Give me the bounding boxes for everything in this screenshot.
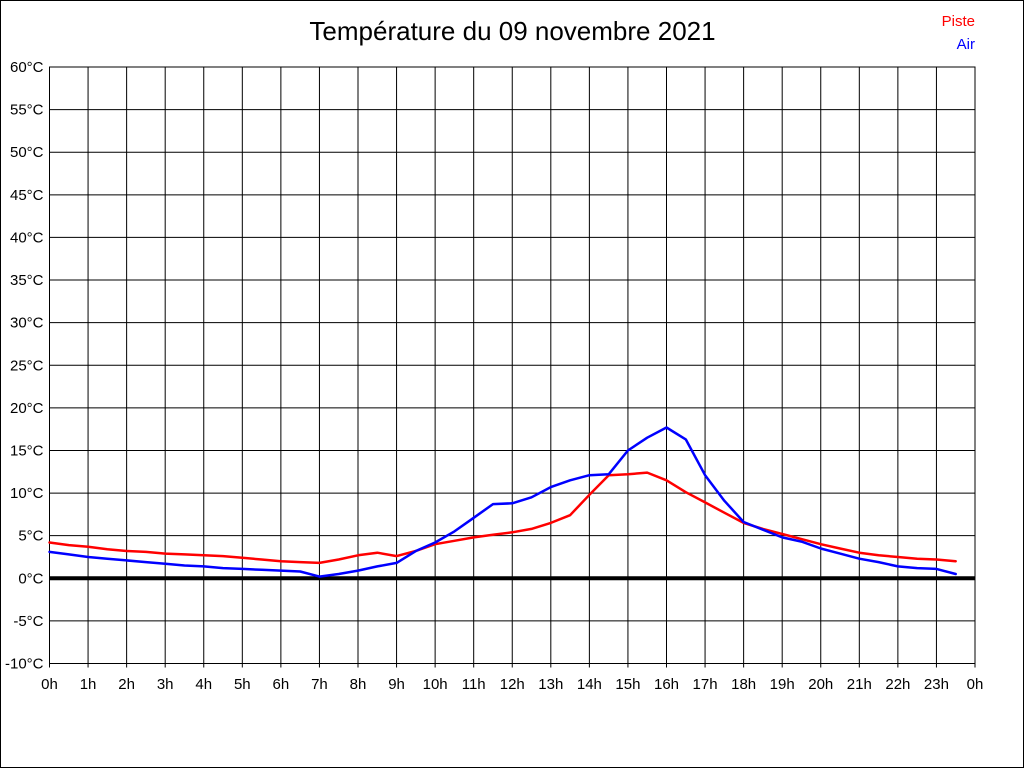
x-tick-label: 4h [195, 676, 212, 693]
y-tick-label: 35°C [10, 272, 44, 289]
y-tick-label: 55°C [10, 102, 44, 119]
plot-frame [49, 66, 976, 664]
x-tick-label: 8h [350, 676, 367, 693]
y-tick-label: 60°C [10, 59, 44, 76]
x-tick-label: 11h [462, 676, 486, 693]
y-tick-label: -10°C [5, 656, 44, 673]
x-tick-label: 22h [885, 676, 910, 693]
x-tick-label: 1h [80, 676, 97, 693]
x-tick-label: 2h [118, 676, 135, 693]
y-tick-label: 45°C [10, 187, 44, 204]
x-tick-label: 13h [538, 676, 563, 693]
x-tick-label: 15h [615, 676, 640, 693]
y-tick-label: 25°C [10, 357, 44, 374]
x-tick-label: 5h [234, 676, 251, 693]
x-tick-label: 14h [577, 676, 602, 693]
legend: Piste Air [942, 10, 975, 56]
y-tick-label: 50°C [10, 144, 44, 161]
x-tick-label: 19h [770, 676, 795, 693]
y-tick-label: 15°C [10, 442, 44, 459]
x-tick-label: 18h [731, 676, 756, 693]
y-tick-label: 0°C [18, 570, 43, 587]
x-tick-label: 17h [693, 676, 718, 693]
y-tick-label: 40°C [10, 229, 44, 246]
y-tick-label: 20°C [10, 400, 44, 417]
x-tick-label: 0h [967, 676, 984, 693]
x-tick-label: 3h [157, 676, 174, 693]
y-tick-label: 10°C [10, 485, 44, 502]
y-tick-label: 30°C [10, 315, 44, 332]
x-tick-label: 12h [500, 676, 525, 693]
x-tick-label: 23h [924, 676, 949, 693]
x-tick-label: 0h [41, 676, 58, 693]
series-line-piste [48, 471, 957, 565]
y-tick-label: 5°C [18, 528, 43, 545]
x-tick-label: 10h [423, 676, 448, 693]
legend-item-piste: Piste [941, 13, 975, 30]
x-tick-label: 9h [388, 676, 405, 693]
series-line-air [48, 426, 957, 578]
legend-item-air: Air [956, 36, 975, 53]
x-tick-label: 21h [847, 676, 872, 693]
x-tick-label: 20h [808, 676, 833, 693]
x-tick-label: 6h [273, 676, 290, 693]
chart-title: Température du 09 novembre 2021 [309, 16, 716, 46]
y-tick-label: -5°C [13, 613, 43, 630]
x-tick-label: 7h [311, 676, 328, 693]
x-tick-label: 16h [654, 676, 679, 693]
